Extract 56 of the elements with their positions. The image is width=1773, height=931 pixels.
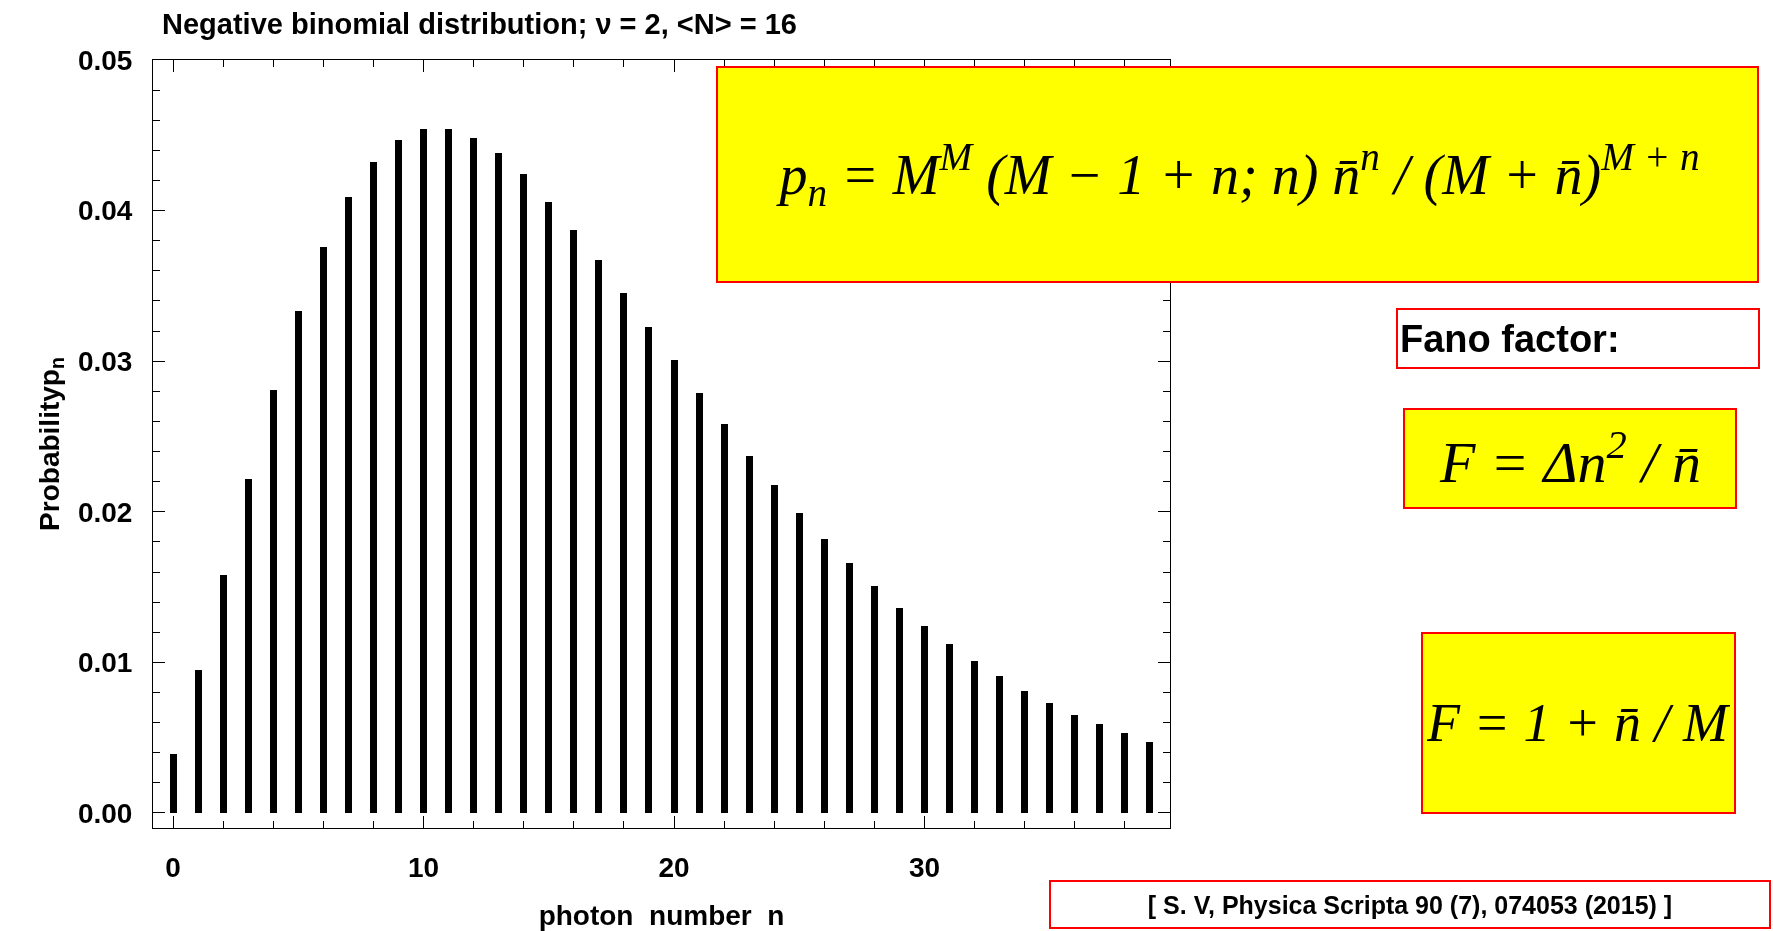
y-tick-label: 0.02	[77, 496, 133, 528]
bar	[495, 153, 502, 813]
bar	[645, 327, 652, 813]
bar	[896, 608, 903, 813]
y-tick-label: 0.01	[77, 647, 133, 679]
y-tick-label: 0.00	[77, 797, 133, 829]
bar	[996, 676, 1003, 813]
bar	[420, 129, 427, 813]
y-tick-label: 0.05	[77, 44, 133, 76]
x-tick-label: 20	[658, 851, 690, 883]
chart-title: Negative binomial distribution; ν = 2, <N> = 16	[162, 8, 797, 41]
bar	[1021, 691, 1028, 813]
bar	[671, 360, 678, 813]
bar	[170, 754, 177, 813]
bar	[595, 260, 602, 813]
bar	[696, 393, 703, 813]
bar	[295, 311, 302, 813]
bar	[445, 129, 452, 813]
bar	[195, 670, 202, 813]
bar	[946, 644, 953, 813]
bar	[821, 539, 828, 813]
bar	[395, 140, 402, 813]
x-tick-label: 10	[407, 851, 440, 883]
bar	[570, 230, 577, 813]
bar	[1121, 733, 1128, 813]
bar	[746, 456, 753, 813]
x-tick-label: 0	[165, 851, 181, 883]
text: [ S. V, Physica Scripta 90 (7), 074053 (2015) ]	[1147, 890, 1673, 919]
bar	[520, 174, 527, 813]
bar	[971, 661, 978, 813]
x-tick-label: 30	[908, 851, 941, 883]
bar	[921, 626, 928, 813]
bar	[1071, 715, 1078, 813]
bar	[1146, 742, 1153, 813]
y-tick-label: 0.04	[77, 195, 133, 227]
bar	[320, 247, 327, 813]
bar	[846, 563, 853, 813]
bar	[345, 197, 352, 813]
bar	[620, 293, 627, 813]
bar	[545, 202, 552, 813]
bar	[771, 485, 778, 813]
bar	[1046, 703, 1053, 813]
bar	[721, 424, 728, 813]
y-tick-label: 0.03	[77, 345, 133, 377]
text: F = Δn$^{2}$ / n̄	[1438, 421, 1702, 496]
bar	[1096, 724, 1103, 813]
x-axis-title: photon number n	[538, 900, 785, 931]
text: Fano factor:	[1400, 317, 1620, 360]
annotation: p$_{n}$ = M$^{M}$ (M − 1 + n; n) n̄$^{n}$ / (M + n̄)$^{M + n}$	[775, 135, 1700, 214]
bar	[796, 513, 803, 813]
bar	[245, 479, 252, 813]
bar	[871, 586, 878, 813]
bar	[470, 138, 477, 813]
bar	[270, 390, 277, 813]
bar	[370, 162, 377, 813]
bar	[220, 575, 227, 813]
